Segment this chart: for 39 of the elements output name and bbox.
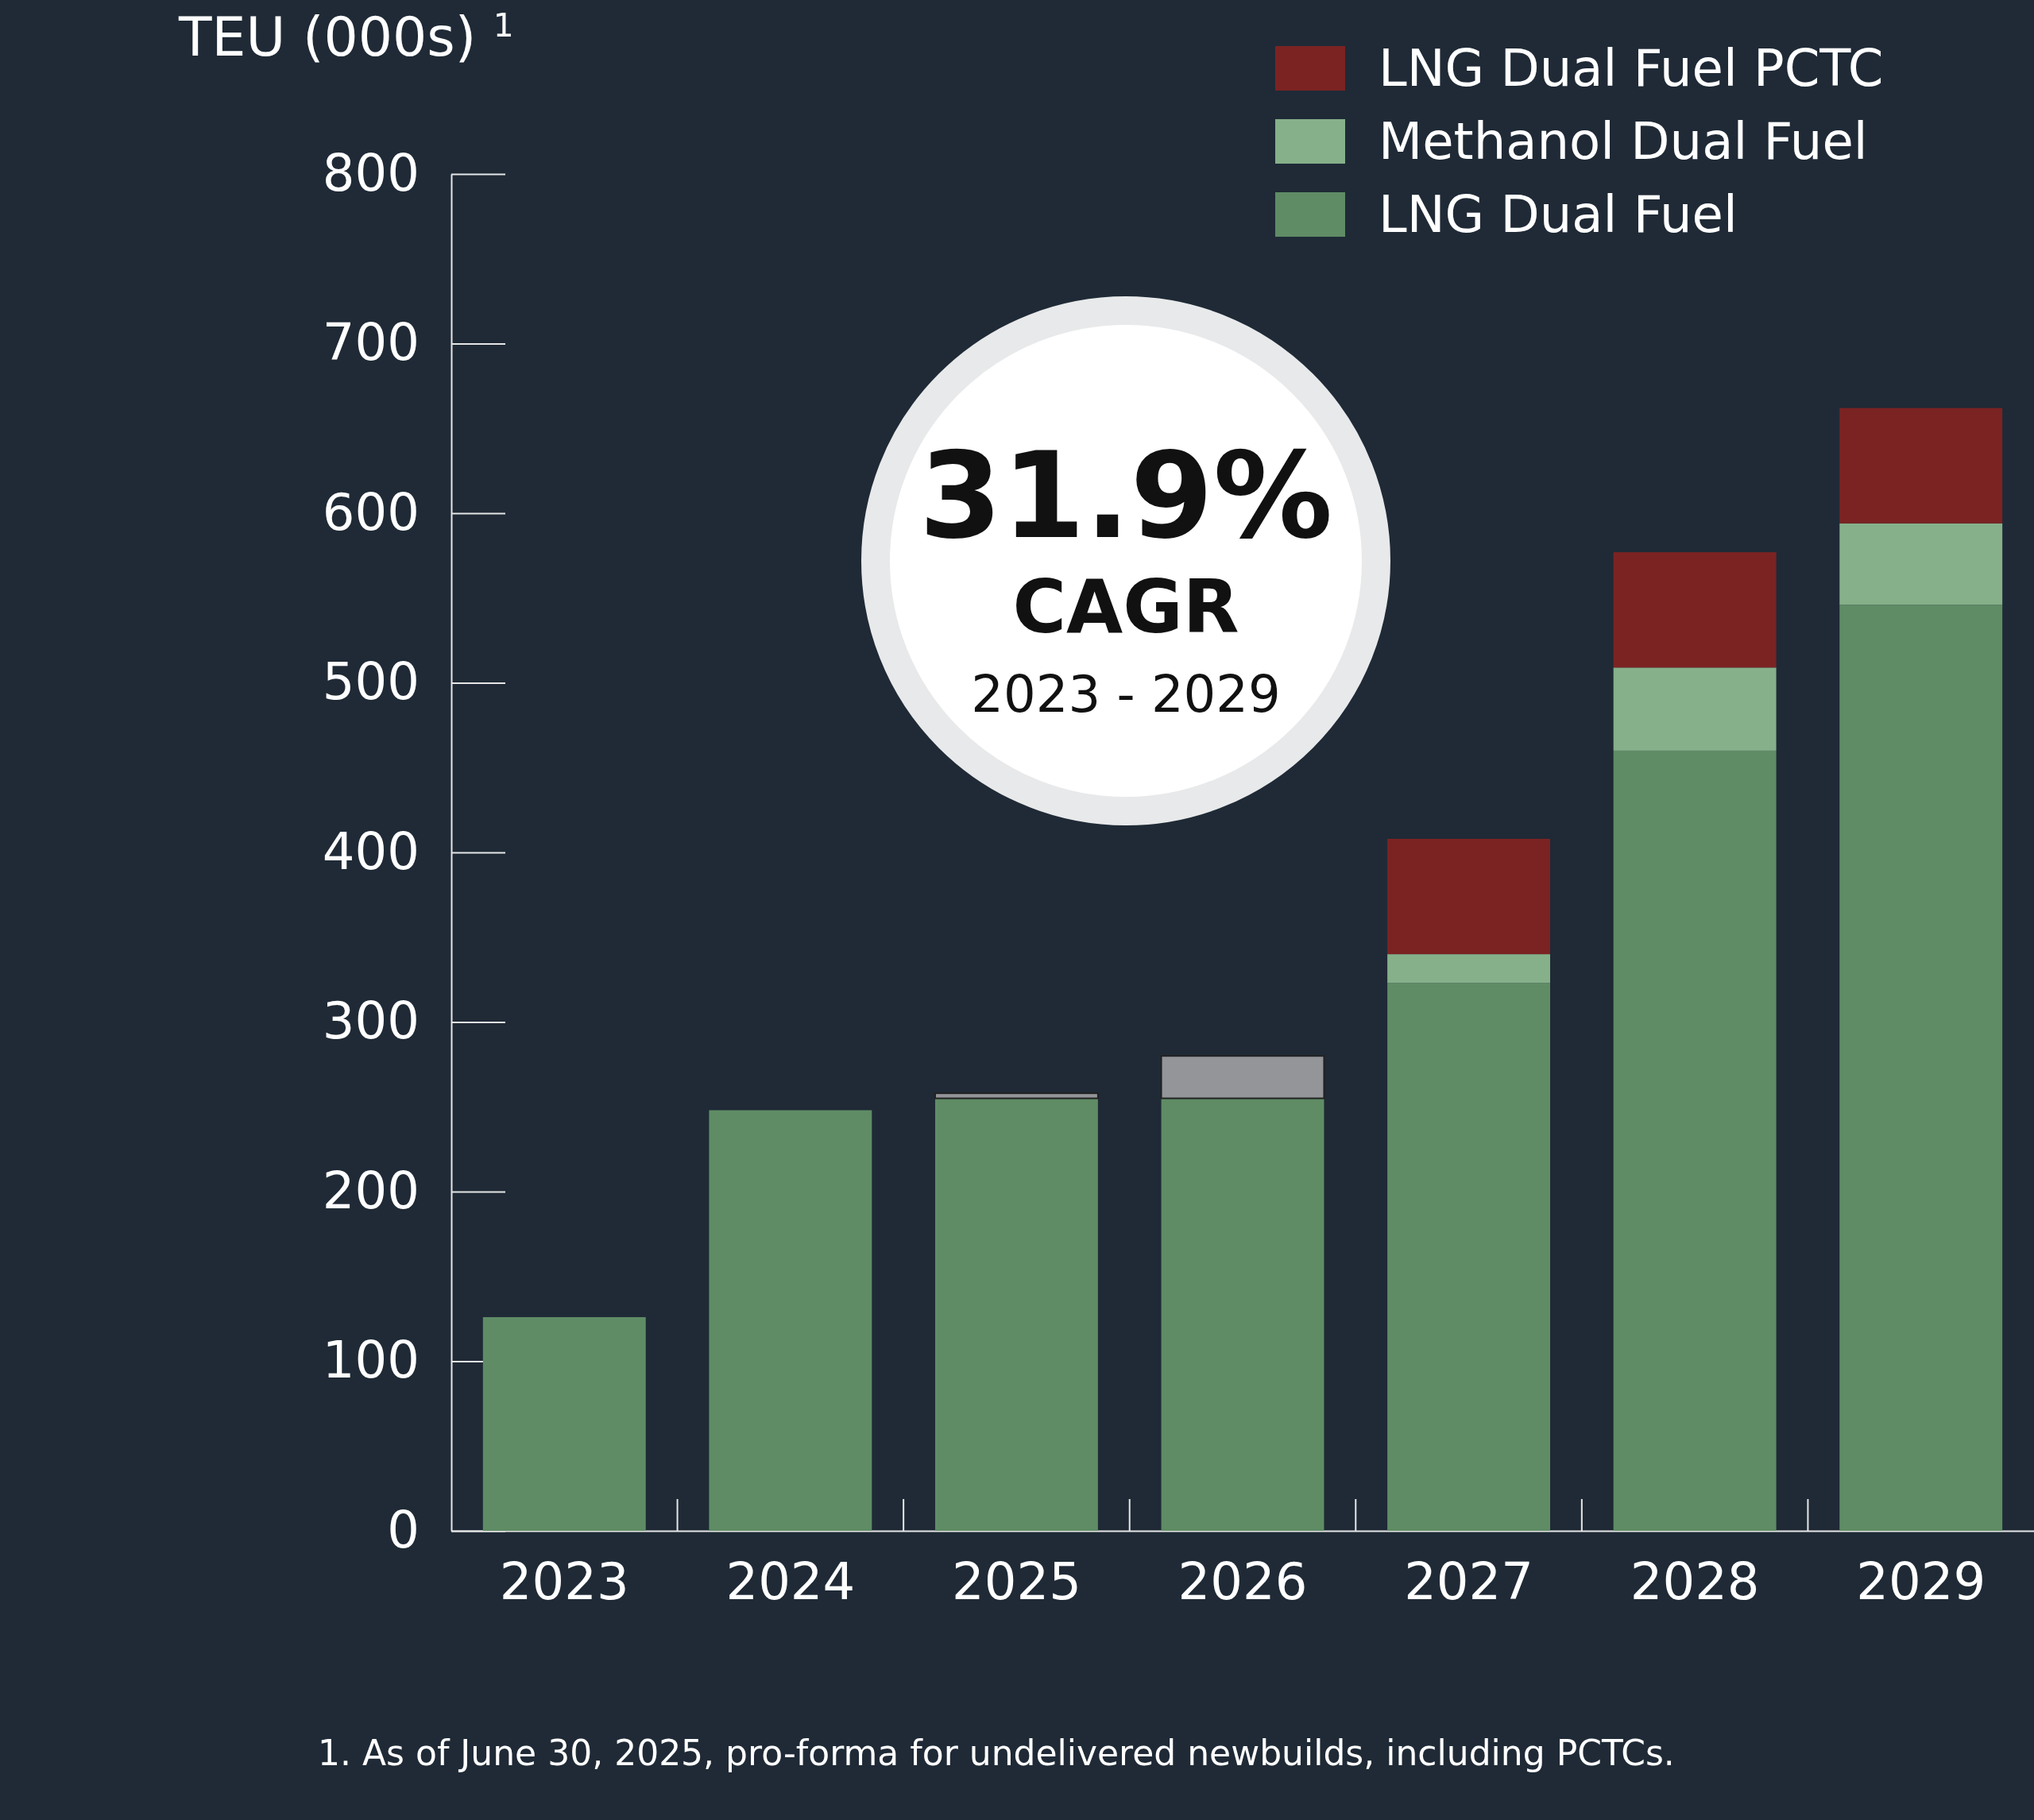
- y-axis-title: TEU (000s) $^{1}$: [178, 6, 514, 68]
- bar: [1613, 552, 1777, 668]
- bar: [1613, 667, 1777, 751]
- bar: [1387, 838, 1551, 955]
- y-tick-label: 700: [322, 313, 420, 373]
- bar: [1839, 408, 2003, 524]
- y-tick-label: 500: [322, 652, 420, 712]
- annotation: CAGR: [1012, 565, 1239, 650]
- bar: [1387, 954, 1551, 983]
- bar: [709, 1110, 872, 1531]
- bar: [934, 1092, 1099, 1099]
- x-tick-label: 2028: [1630, 1552, 1760, 1612]
- x-tick-label: 2026: [1177, 1552, 1308, 1612]
- y-tick-label: 100: [322, 1331, 420, 1390]
- bar: [482, 1316, 646, 1531]
- text: 1. As of June 30, 2025, pro-forma for undelivered newbuilds, including PCTCs.: [318, 1733, 1675, 1773]
- x-tick-label: 2023: [499, 1552, 629, 1612]
- bar: [1839, 523, 2003, 605]
- y-tick-label: 600: [322, 482, 420, 542]
- annotation: 31.9%: [918, 427, 1333, 565]
- bar: [1161, 1098, 1324, 1531]
- y-tick-label: 300: [322, 991, 420, 1051]
- bar: [934, 1098, 1098, 1531]
- x-tick-label: 2027: [1404, 1552, 1534, 1612]
- x-tick-label: 2025: [951, 1552, 1081, 1612]
- x-tick-label: 2024: [725, 1552, 856, 1612]
- y-tick-label: 0: [387, 1500, 420, 1559]
- bar: [1160, 1055, 1325, 1099]
- bar: [1613, 750, 1777, 1531]
- y-tick-label: 400: [322, 821, 420, 881]
- y-tick-label: 200: [322, 1161, 420, 1220]
- x-tick-label: 2029: [1856, 1552, 1986, 1612]
- legend-label: Methanol Dual Fuel: [1379, 112, 1868, 172]
- bar: [1839, 605, 2003, 1531]
- bar: [1387, 983, 1551, 1532]
- y-tick-label: 800: [322, 143, 420, 203]
- annotation: 2023 - 2029: [971, 665, 1281, 724]
- legend-label: LNG Dual Fuel: [1379, 185, 1738, 245]
- legend-label: LNG Dual Fuel PCTC: [1379, 39, 1884, 99]
